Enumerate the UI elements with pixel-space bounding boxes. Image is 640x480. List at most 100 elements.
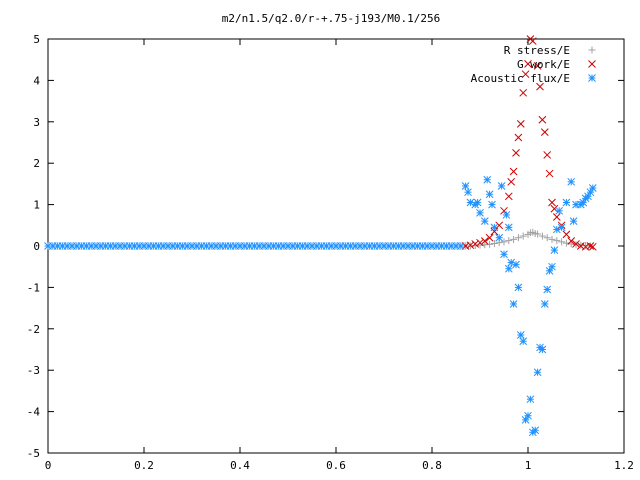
point-star (531, 426, 540, 435)
point-cross (514, 133, 523, 142)
point-plus (534, 230, 542, 238)
point-star (485, 190, 494, 199)
point-star (483, 175, 492, 184)
point-plus (490, 240, 498, 248)
point-cross (516, 120, 525, 128)
point-star (567, 177, 576, 186)
point-star (516, 331, 525, 339)
y-tick-label: 3 (33, 116, 40, 129)
legend-label: Acoustic flux/E (471, 72, 570, 85)
point-plus (500, 238, 508, 246)
point-cross (466, 241, 475, 250)
point-cross (548, 198, 556, 207)
point-star (557, 223, 566, 232)
point-star (538, 345, 547, 354)
point-star (480, 217, 489, 226)
point-cross (586, 242, 595, 250)
point-plus (519, 232, 527, 240)
point-star (504, 223, 513, 232)
legend-marker (588, 74, 596, 82)
point-star (476, 209, 484, 217)
point-cross (536, 82, 544, 91)
point-cross (562, 230, 571, 239)
point-plus (538, 232, 546, 240)
point-cross (471, 240, 480, 248)
series-star (44, 175, 597, 437)
point-cross (538, 115, 547, 124)
point-star (490, 223, 499, 232)
x-tick-label: 0 (45, 459, 52, 472)
point-plus (558, 238, 566, 246)
y-tick-label: 4 (33, 74, 40, 87)
point-star (509, 300, 518, 308)
y-tick-label: 0 (33, 240, 40, 253)
point-star (514, 283, 523, 292)
point-cross (567, 237, 576, 245)
point-star (500, 250, 508, 259)
data-points (44, 35, 597, 437)
x-tick-label: 0.2 (134, 459, 154, 472)
point-star (495, 233, 504, 242)
point-cross (588, 242, 597, 251)
point-cross (504, 192, 513, 201)
point-cross (476, 238, 484, 247)
point-star (461, 182, 470, 190)
point-cross (572, 240, 580, 248)
point-cross (480, 237, 489, 245)
point-star (504, 264, 513, 273)
point-cross (543, 151, 552, 159)
chart-title: m2/n1.5/q2.0/r-+.75-j193/M0.1/256 (222, 12, 441, 25)
point-plus (486, 240, 494, 248)
point-star (569, 217, 578, 226)
point-star (548, 262, 556, 271)
point-star (464, 188, 472, 197)
legend-label: R stress/E (504, 44, 570, 57)
y-tick-label: -2 (27, 323, 40, 336)
point-plus (543, 234, 551, 242)
point-cross (485, 233, 494, 242)
point-cross (540, 128, 549, 137)
x-tick-label: 1.2 (614, 459, 634, 472)
point-star (497, 182, 506, 190)
point-star (519, 337, 528, 346)
point-star (524, 411, 532, 420)
point-plus (514, 234, 522, 242)
point-star (555, 206, 564, 215)
point-cross (507, 177, 516, 186)
point-star (588, 184, 597, 192)
y-tick-label: 1 (33, 199, 40, 212)
point-cross (519, 88, 528, 97)
x-tick-label: 0.8 (422, 459, 442, 472)
point-plus (505, 237, 513, 245)
point-cross (533, 62, 542, 70)
point-star (540, 300, 549, 308)
y-tick-label: -4 (27, 406, 41, 419)
series-cross (461, 35, 597, 251)
point-star (533, 368, 542, 377)
y-tick-label: -1 (27, 281, 40, 294)
legend-marker (588, 46, 596, 54)
point-star (526, 395, 535, 404)
y-tick-label: 5 (33, 33, 40, 46)
point-cross (552, 213, 561, 221)
point-star (562, 198, 571, 207)
y-tick-label: -3 (27, 364, 40, 377)
point-plus (548, 235, 556, 243)
point-star (488, 200, 496, 209)
point-star (550, 246, 559, 254)
x-tick-label: 1 (525, 459, 532, 472)
point-cross (512, 148, 520, 157)
point-cross (524, 59, 532, 68)
point-cross (545, 169, 554, 178)
point-star (512, 260, 520, 269)
x-tick-label: 0.6 (326, 459, 346, 472)
point-plus (553, 237, 561, 245)
axis-tick-labels: 0 0.2 0.4 0.6 0.8 1 1.2 -5 -4 -3 -2 -1 0 1 2 3 4 5 (27, 33, 634, 472)
y-tick-label: -5 (27, 447, 40, 460)
point-cross (528, 37, 537, 45)
point-plus (510, 235, 518, 243)
axis-ticks (47, 38, 625, 454)
legend-marker (588, 60, 596, 68)
point-star (473, 198, 482, 207)
